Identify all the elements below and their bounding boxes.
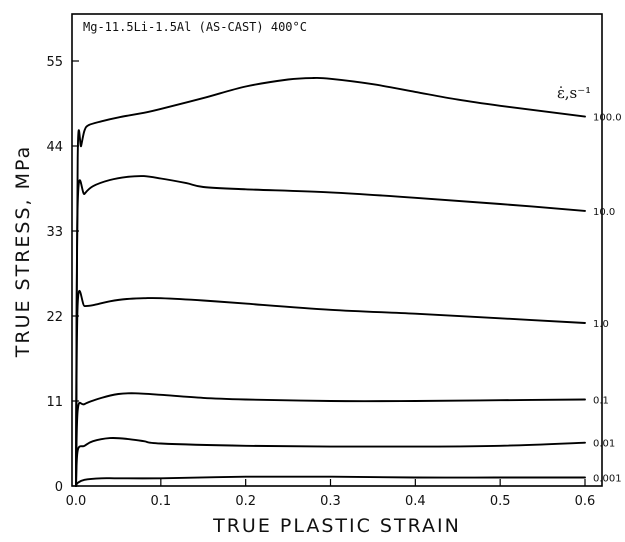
series-line-1.0 xyxy=(75,289,586,487)
x-tick-label: 0.0 xyxy=(66,494,87,509)
axis-ticks: 0.0 0.1 0.2 0.3 0.4 0.5 0.6 0 11 22 33 44 55 xyxy=(46,55,595,509)
series-label: 1.0 xyxy=(593,319,609,330)
y-tick-label: 44 xyxy=(46,140,63,155)
series-label: 100.0 xyxy=(593,113,622,124)
x-tick-label: 0.5 xyxy=(490,494,511,509)
y-tick-label: 11 xyxy=(46,395,63,410)
series-label: 0.001 xyxy=(593,474,622,485)
x-tick-label: 0.4 xyxy=(405,494,426,509)
legend-title: ε̇,s⁻¹ xyxy=(557,84,591,102)
series-group: 100.0 10.0 1.0 0.1 0.01 0.001 xyxy=(75,76,622,487)
x-axis-label: TRUE PLASTIC STRAIN xyxy=(212,515,461,537)
series-line-10.0 xyxy=(75,175,586,487)
chart-title: Mg-11.5Li-1.5Al (AS-CAST) 400°C xyxy=(83,20,307,34)
plot-frame xyxy=(71,13,603,487)
series-line-0.001 xyxy=(75,475,586,487)
x-tick-label: 0.3 xyxy=(320,494,341,509)
y-axis-label: TRUE STRESS, MPa xyxy=(12,145,34,358)
series-line-0.1 xyxy=(75,392,586,487)
series-line-100.0 xyxy=(75,76,586,487)
series-label: 0.01 xyxy=(593,439,615,450)
y-tick-label: 0 xyxy=(55,480,63,495)
y-tick-label: 55 xyxy=(46,55,63,70)
x-tick-label: 0.6 xyxy=(575,494,596,509)
y-tick-label: 33 xyxy=(46,225,63,240)
series-label: 10.0 xyxy=(593,207,615,218)
x-tick-label: 0.2 xyxy=(235,494,256,509)
series-label: 0.1 xyxy=(593,395,609,406)
series-line-0.01 xyxy=(75,437,586,487)
x-tick-label: 0.1 xyxy=(150,494,171,509)
y-tick-label: 22 xyxy=(46,310,63,325)
